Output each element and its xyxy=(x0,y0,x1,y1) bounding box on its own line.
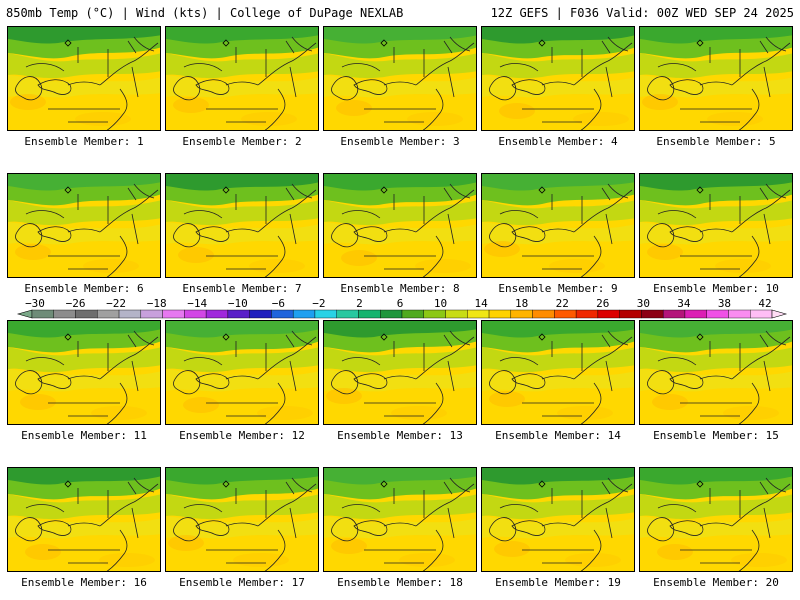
colorbar-swatch xyxy=(532,309,555,319)
colorbar-max-arrow xyxy=(771,309,788,319)
colorbar-swatch xyxy=(750,309,773,319)
ensemble-member-map xyxy=(7,26,161,131)
colorbar-swatch xyxy=(75,309,98,319)
colorbar-tick-label: −26 xyxy=(66,298,86,310)
colorbar-swatch xyxy=(314,309,337,319)
ensemble-member-label: Ensemble Member: 7 xyxy=(182,282,302,295)
colorbar-swatch xyxy=(423,309,446,319)
colorbar-swatch xyxy=(467,309,490,319)
ensemble-member-label: Ensemble Member: 13 xyxy=(337,429,463,442)
colorbar-swatch xyxy=(205,309,229,319)
ensemble-member-map xyxy=(323,320,477,425)
ensemble-member-label: Ensemble Member: 11 xyxy=(21,429,147,442)
colorbar-swatch xyxy=(271,309,294,319)
colorbar-swatch xyxy=(706,309,729,319)
colorbar-tick-label: 10 xyxy=(434,298,447,310)
ensemble-member-map xyxy=(481,467,635,572)
colorbar-tick-label: −22 xyxy=(106,298,126,310)
colorbar-swatch xyxy=(597,309,620,319)
colorbar-swatch xyxy=(358,309,381,319)
colorbar-swatch xyxy=(445,309,468,319)
ensemble-member-label: Ensemble Member: 15 xyxy=(653,429,779,442)
ensemble-member-map xyxy=(323,26,477,131)
colorbar-swatch xyxy=(575,309,599,319)
ensemble-member-label: Ensemble Member: 14 xyxy=(495,429,621,442)
ensemble-member-label: Ensemble Member: 6 xyxy=(24,282,144,295)
ensemble-member-map xyxy=(639,173,793,278)
colorbar-swatch xyxy=(184,309,207,319)
ensemble-member-map xyxy=(165,173,319,278)
colorbar-swatch xyxy=(488,309,512,319)
colorbar-swatch xyxy=(292,309,316,319)
ensemble-member-map xyxy=(165,320,319,425)
colorbar-swatch xyxy=(401,309,424,319)
colorbar-tick-label: −6 xyxy=(272,298,285,310)
colorbar-swatch xyxy=(728,309,751,319)
ensemble-member-map xyxy=(7,320,161,425)
colorbar-swatch xyxy=(641,309,664,319)
run-valid-time: 12Z GEFS | F036 Valid: 00Z WED SEP 24 20… xyxy=(490,6,794,20)
colorbar-tick-label: −10 xyxy=(228,298,248,310)
colorbar-tick-label: 26 xyxy=(596,298,609,310)
ensemble-member-label: Ensemble Member: 12 xyxy=(179,429,305,442)
colorbar-swatch xyxy=(140,309,163,319)
colorbar-tick-label: −14 xyxy=(187,298,207,310)
ensemble-member-map xyxy=(639,320,793,425)
colorbar-tick-label: −30 xyxy=(25,298,45,310)
ensemble-member-label: Ensemble Member: 4 xyxy=(498,135,618,148)
colorbar-swatch xyxy=(662,309,686,319)
colorbar-tick-label: 34 xyxy=(677,298,691,310)
colorbar-swatch xyxy=(380,309,403,319)
colorbar-swatch xyxy=(31,309,54,319)
ensemble-member-label: Ensemble Member: 16 xyxy=(21,576,147,589)
ensemble-member-map xyxy=(7,173,161,278)
colorbar-swatch xyxy=(684,309,707,319)
colorbar-tick-label: 18 xyxy=(515,298,528,310)
colorbar-swatch xyxy=(554,309,577,319)
ensemble-member-label: Ensemble Member: 20 xyxy=(653,576,779,589)
ensemble-member-map xyxy=(323,173,477,278)
colorbar-tick-label: 22 xyxy=(556,298,569,310)
colorbar-tick-label: 30 xyxy=(637,298,650,310)
colorbar-swatch xyxy=(162,309,185,319)
ensemble-member-map xyxy=(323,467,477,572)
colorbar-tick-label: 42 xyxy=(758,298,771,310)
colorbar-min-arrow xyxy=(16,309,33,319)
ensemble-member-label: Ensemble Member: 5 xyxy=(656,135,776,148)
colorbar-swatch xyxy=(249,309,272,319)
ensemble-member-map xyxy=(639,26,793,131)
colorbar-tick-label: 6 xyxy=(397,298,404,310)
temperature-colorbar: −30 −26 −22 −18 −14 −10 −6 −2 2 6 10 14 18 22 26 30 34 38… xyxy=(16,298,788,319)
ensemble-member-label: Ensemble Member: 17 xyxy=(179,576,305,589)
colorbar-swatch xyxy=(510,309,533,319)
colorbar-tick-label: 38 xyxy=(718,298,731,310)
colorbar-swatch xyxy=(619,309,642,319)
ensemble-member-label: Ensemble Member: 2 xyxy=(182,135,302,148)
colorbar-swatch xyxy=(118,309,142,319)
colorbar-tick-label: −18 xyxy=(147,298,167,310)
ensemble-member-label: Ensemble Member: 1 xyxy=(24,135,144,148)
colorbar-tick-label: 2 xyxy=(356,298,363,310)
colorbar-swatch xyxy=(336,309,359,319)
ensemble-member-map xyxy=(481,26,635,131)
ensemble-member-label: Ensemble Member: 10 xyxy=(653,282,779,295)
ensemble-member-label: Ensemble Member: 8 xyxy=(340,282,460,295)
ensemble-member-map xyxy=(165,467,319,572)
ensemble-member-label: Ensemble Member: 19 xyxy=(495,576,621,589)
ensemble-member-map xyxy=(481,173,635,278)
colorbar-swatch xyxy=(227,309,250,319)
colorbar-tick-label: −2 xyxy=(312,298,325,310)
ensemble-member-label: Ensemble Member: 9 xyxy=(498,282,618,295)
ensemble-member-label: Ensemble Member: 18 xyxy=(337,576,463,589)
ensemble-member-map xyxy=(165,26,319,131)
colorbar-swatch xyxy=(53,309,76,319)
colorbar-tick-label: 14 xyxy=(474,298,488,310)
map-title: 850mb Temp (°C) | Wind (kts) | College o… xyxy=(6,6,404,20)
ensemble-member-map xyxy=(7,467,161,572)
ensemble-member-label: Ensemble Member: 3 xyxy=(340,135,460,148)
colorbar-swatch xyxy=(97,309,120,319)
ensemble-member-map xyxy=(639,467,793,572)
ensemble-member-map xyxy=(481,320,635,425)
